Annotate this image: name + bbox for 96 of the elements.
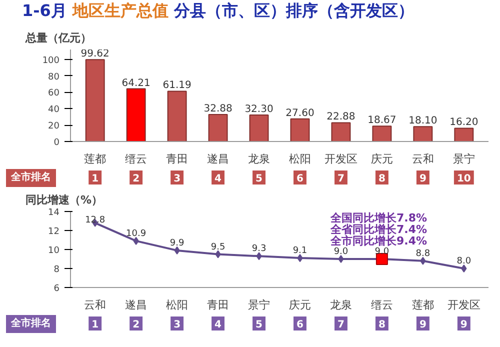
data-label: 18.10 [408, 116, 438, 127]
bar [290, 118, 310, 142]
data-label: 12.8 [85, 216, 106, 226]
annotation: 全省同比增长7.4% [330, 222, 428, 236]
y-tick-label: 12 [48, 227, 60, 237]
x-tick-label: 青田 [166, 152, 188, 166]
data-label: 64.21 [122, 78, 150, 89]
text: 2 [132, 320, 140, 330]
x-tick-label: 景宁 [452, 152, 475, 166]
data-label: 9.5 [210, 242, 226, 252]
text: 1 [92, 320, 99, 330]
text: 1 [92, 174, 99, 184]
point [297, 254, 303, 262]
data-label: 32.88 [204, 103, 232, 114]
text: 9 [460, 320, 468, 330]
x-tick-label: 缙云 [370, 298, 393, 312]
text: 全市排名 [6, 315, 56, 334]
x-tick-label: 开发区 [447, 298, 480, 312]
text: 5 [256, 320, 263, 330]
text: 3 [174, 320, 181, 330]
text: 6 [296, 174, 304, 184]
chart-title: 1-6月 地区生产总值 分县（市、区）排序（含开发区） [22, 1, 414, 20]
data-label: 61.19 [162, 80, 192, 92]
point [461, 264, 467, 272]
data-label: 27.60 [286, 108, 314, 119]
x-tick-label: 景宁 [248, 298, 270, 312]
y-tick-label: 14 [48, 208, 60, 218]
x-tick-label: 龙泉 [248, 152, 270, 166]
x-tick-label: 青田 [207, 298, 230, 312]
point [256, 252, 262, 260]
x-tick-label: 龙泉 [330, 298, 352, 312]
x-tick-label: 松阳 [288, 152, 311, 166]
y-tick-label: 8 [54, 265, 60, 275]
y-axis-title: 总量（亿元） [24, 32, 92, 44]
data-label: 9.1 [292, 246, 308, 256]
text: 8 [378, 174, 386, 184]
data-label: 32.30 [244, 104, 274, 115]
annotation: 全市同比增长9.4% [330, 234, 428, 248]
text: 10 [456, 174, 471, 184]
text: 5 [256, 174, 263, 184]
data-label: 10.9 [126, 228, 146, 239]
text: 7 [337, 320, 344, 330]
data-label: 99.62 [80, 48, 110, 60]
y-tick-label: 100 [42, 56, 60, 66]
x-tick-label: 庆元 [370, 152, 393, 166]
bar [167, 90, 187, 142]
x-tick-label: 云和 [412, 152, 434, 166]
y-tick-label: 0 [54, 138, 60, 148]
data-label: 18.67 [368, 115, 396, 126]
y-tick-label: 40 [48, 105, 60, 116]
x-tick-label: 莲都 [84, 152, 106, 166]
y-axis-title: 同比增速（%） [26, 194, 103, 206]
point [215, 250, 221, 258]
data-label: 8.8 [416, 248, 430, 259]
text: 2 [132, 174, 140, 184]
data-label: 9.0 [334, 247, 348, 257]
x-tick-label: 缙云 [125, 152, 148, 166]
text: 7 [337, 174, 344, 184]
x-tick-label: 遂昌 [125, 298, 148, 312]
x-tick-label: 开发区 [324, 152, 358, 166]
annotation: 全国同比增长7.8% [330, 212, 428, 224]
data-label: 16.20 [450, 117, 478, 128]
x-tick-label: 云和 [84, 298, 106, 312]
bar [126, 88, 146, 142]
text: 9 [419, 320, 426, 330]
y-tick-label: 6 [54, 284, 60, 294]
point [338, 255, 344, 263]
x-tick-label: 庆元 [288, 298, 311, 312]
text: 4 [214, 174, 222, 184]
text: 4 [214, 320, 222, 330]
point [420, 256, 426, 265]
data-label: 22.88 [326, 112, 356, 123]
bar [372, 126, 392, 142]
text: 全市排名 [6, 169, 56, 188]
bar [249, 114, 269, 142]
data-label: 9.9 [170, 238, 184, 248]
bar [208, 114, 228, 142]
point [174, 246, 180, 254]
x-tick-label: 松阳 [166, 298, 188, 312]
y-tick-label: 20 [48, 122, 60, 132]
bar [331, 122, 351, 142]
text: 6 [296, 320, 304, 330]
bar [413, 126, 433, 142]
point [133, 236, 139, 245]
x-tick-label: 莲都 [412, 298, 434, 312]
text: 3 [174, 174, 181, 184]
text: 8 [378, 320, 386, 330]
bar [85, 59, 105, 142]
y-tick-label: 10 [48, 246, 60, 256]
data-label: 8.0 [456, 256, 472, 266]
data-label: 9.3 [252, 244, 266, 254]
bar [454, 128, 474, 142]
y-tick-label: 60 [48, 88, 60, 99]
text: 9 [419, 174, 426, 184]
x-tick-label: 遂昌 [207, 152, 230, 166]
y-tick-label: 80 [48, 72, 60, 82]
